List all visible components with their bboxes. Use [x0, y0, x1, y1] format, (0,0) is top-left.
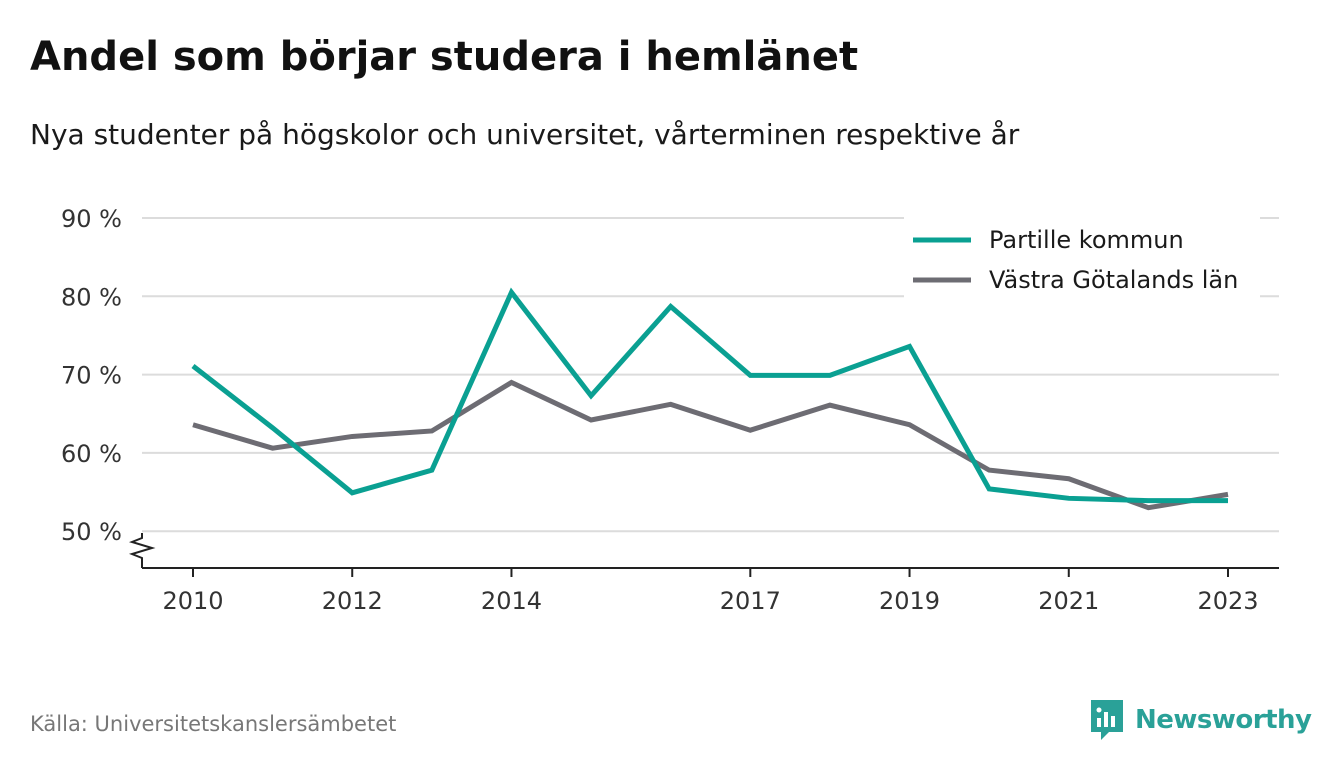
y-tick-label: 90 %: [61, 205, 122, 233]
y-tick-label: 60 %: [61, 440, 122, 468]
legend-label-vastra-gotaland: Västra Götalands län: [989, 266, 1238, 294]
legend-label-partille: Partille kommun: [989, 226, 1184, 254]
x-tick-label: 2010: [162, 587, 223, 615]
x-axis-ticks: 2010 2012 2014 2017 2019 2021 2023: [162, 568, 1259, 615]
x-tick-label: 2023: [1197, 587, 1258, 615]
x-axis: [128, 533, 1279, 569]
newsworthy-logo-icon: [1091, 700, 1123, 740]
legend-background: [904, 217, 1260, 299]
y-tick-label: 80 %: [61, 283, 122, 311]
brand-logo[interactable]: Newsworthy: [1089, 698, 1312, 742]
y-tick-label: 50 %: [61, 518, 122, 546]
y-axis-break-icon: [128, 533, 156, 568]
x-tick-label: 2012: [322, 587, 383, 615]
brand-name: Newsworthy: [1135, 705, 1312, 735]
y-tick-label: 70 %: [61, 362, 122, 390]
source-note: Källa: Universitetskanslersämbetet: [30, 712, 397, 736]
series-line-partille: [191, 287, 1228, 504]
series-lines: [191, 287, 1229, 511]
x-tick-label: 2017: [720, 587, 781, 615]
x-tick-label: 2019: [879, 587, 940, 615]
y-axis-ticks: 90 % 80 % 70 % 60 % 50 %: [61, 205, 122, 546]
x-tick-label: 2014: [481, 587, 542, 615]
legend: Partille kommun Västra Götalands län: [904, 217, 1260, 299]
x-tick-label: 2021: [1038, 587, 1099, 615]
chart-subtitle: Nya studenter på högskolor och universit…: [30, 118, 1020, 151]
chart-title: Andel som börjar studera i hemlänet: [30, 34, 859, 80]
series-line-vastra-gotaland: [192, 379, 1229, 511]
